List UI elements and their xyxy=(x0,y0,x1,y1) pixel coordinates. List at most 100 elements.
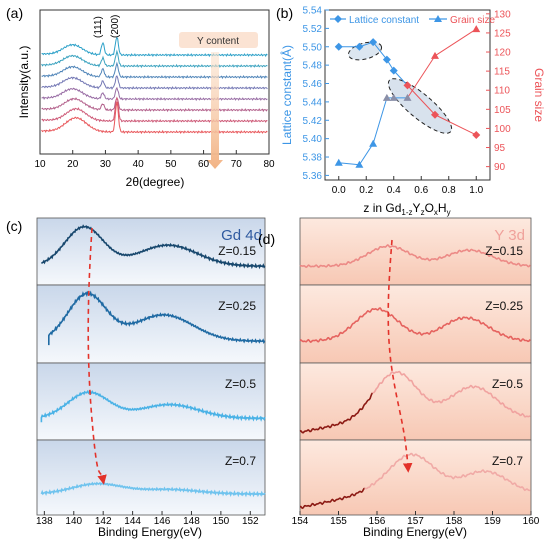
y-tick-label-b-right: 110 xyxy=(494,86,510,97)
y-tick-label-b-right: 100 xyxy=(494,124,511,135)
x-tick-label-b: 0.2 xyxy=(359,185,373,196)
x-tick-label: 158 xyxy=(446,516,463,527)
subpanel-3 xyxy=(36,439,266,516)
x-tick-label: 146 xyxy=(154,516,171,527)
y-content-label: Y content xyxy=(197,36,239,47)
z-label-1: Z=0.25 xyxy=(485,299,523,313)
x-tick-label: 148 xyxy=(183,516,200,527)
xps-gd-subpanels: Z=0.15 Z=0.25 Z=0.5 Z=0.7 xyxy=(36,217,266,516)
z-label-0: Z=0.15 xyxy=(485,244,523,258)
panel-b: (b) 0.0 0.2 0.4 0.6 0.8 1.0 5.36 5.38 5.40 5.42 5.… xyxy=(276,5,546,217)
subpanel-2 xyxy=(36,362,266,441)
panel-label-a: (a) xyxy=(6,5,23,21)
grain-point xyxy=(403,93,412,101)
y-tick-label-b-right: 95 xyxy=(494,143,506,154)
grain-point xyxy=(369,139,378,147)
y-tick-label-b: 5.38 xyxy=(303,153,323,164)
ellipse-0.2 xyxy=(347,41,383,61)
spectrum-dark-3 xyxy=(300,487,366,510)
grain-line xyxy=(358,143,374,165)
grain-line xyxy=(372,97,388,144)
x-axis-a: 10 20 30 40 50 60 70 80 xyxy=(34,150,275,170)
y-tick-label-b: 5.40 xyxy=(303,134,323,145)
x-tick-label-a: 30 xyxy=(100,159,112,170)
x-tick-label-a: 10 xyxy=(34,159,46,170)
y-tick-label-b-right: 125 xyxy=(494,28,511,39)
x-tick-label-b: 1.0 xyxy=(469,185,483,196)
x-tick-label-a: 60 xyxy=(198,159,210,170)
grain-line xyxy=(434,28,477,57)
x-tick-label-b: 0.0 xyxy=(332,185,346,196)
shift-arrow-c xyxy=(87,227,107,485)
y-tick-label-b: 5.52 xyxy=(303,24,323,35)
grain-point xyxy=(334,158,343,166)
grain-point xyxy=(389,93,398,101)
x-tick-label: 159 xyxy=(484,516,501,527)
gd4d-title: Gd 4d xyxy=(221,227,262,244)
subpanel-1 xyxy=(299,284,532,364)
y-tick-label-b: 5.46 xyxy=(303,79,323,90)
x-tick-label: 156 xyxy=(369,516,386,527)
x-tick-label: 154 xyxy=(292,516,309,527)
x-tick-label: 160 xyxy=(523,516,540,527)
panel-c: (c) Z=0.15Z=0.25Z=0.5Z=0.7 Gd 4d 138 140 1… xyxy=(6,217,266,539)
x-tick-label-a: 70 xyxy=(231,159,243,170)
xrd-curve-4 xyxy=(41,86,268,102)
x-tick-label-a: 40 xyxy=(133,159,145,170)
x-axis-d: 154 155 156 157 158 159 160 xyxy=(292,511,540,527)
y-tick-label-b-right: 105 xyxy=(494,105,511,116)
triangle-marker-icon xyxy=(434,15,442,22)
y-tick-label-b: 5.48 xyxy=(303,61,323,72)
lattice-point xyxy=(431,110,439,119)
panel-label-c: (c) xyxy=(6,218,22,234)
x-axis-c: 138 140 142 144 146 148 150 152 xyxy=(36,511,259,527)
plot-frame-b xyxy=(324,9,491,181)
x-tick-label-b: 0.4 xyxy=(387,185,401,196)
xrd-curves xyxy=(41,36,268,135)
x-tick-label: 157 xyxy=(407,516,424,527)
y-tick-label-b-right: 115 xyxy=(494,67,510,78)
x-tick-label-b: 0.8 xyxy=(442,185,456,196)
grain-point xyxy=(382,93,391,101)
y-tick-label-b-right: 90 xyxy=(494,162,506,173)
y-tick-label-b-right: 120 xyxy=(494,48,511,59)
spectrum-1 xyxy=(48,290,266,346)
lattice-point xyxy=(472,130,481,139)
y-tick-label-b: 5.50 xyxy=(303,42,323,53)
grain-point xyxy=(431,51,439,59)
z-label-1: Z=0.25 xyxy=(218,299,256,313)
subpanel-3 xyxy=(299,439,532,516)
spectrum-3 xyxy=(364,452,531,492)
y-tick-label-b: 5.54 xyxy=(303,6,323,17)
grain-point xyxy=(472,25,481,33)
y-axis-label-a: Intensity(a.u.) xyxy=(17,46,31,119)
x-tick-label: 140 xyxy=(65,516,82,527)
panel-a: (a) Y content (111) (200) 10 20 30 40 50 60 70… xyxy=(6,5,275,189)
y-axis-label-b-right: Grain size xyxy=(532,68,546,122)
diamond-marker-icon xyxy=(334,15,342,23)
spectrum-0 xyxy=(40,224,266,270)
spectrum-2 xyxy=(40,389,266,423)
x-tick-label: 144 xyxy=(124,516,141,527)
x-axis-label-d: Binding Energy(eV) xyxy=(363,525,467,539)
lattice-point xyxy=(382,55,391,64)
spectrum-dark-2 xyxy=(299,392,374,434)
lattice-point xyxy=(389,66,398,75)
xrd-curve-0 xyxy=(41,36,268,58)
xps-y-subpanels: Z=0.15 Z=0.25 Z=0.5 Z=0.7 xyxy=(299,217,532,516)
panel-label-d: (d) xyxy=(258,231,275,247)
highlight-ellipses xyxy=(347,41,453,134)
xrd-curve-1 xyxy=(41,49,268,69)
x-tick-label: 142 xyxy=(95,516,112,527)
x-tick-label-a: 20 xyxy=(67,159,79,170)
lattice-line xyxy=(372,41,388,60)
subpanel-2 xyxy=(299,362,532,441)
shift-arrow-d xyxy=(387,239,413,473)
x-tick-label: 138 xyxy=(36,516,53,527)
y-axis-label-b: Lattice constant(Å) xyxy=(279,45,294,145)
xrd-curve-3 xyxy=(41,75,268,91)
y-tick-label-b-right: 130 xyxy=(494,9,511,20)
x-tick-label: 152 xyxy=(242,516,259,527)
x-tick-label: 155 xyxy=(330,516,347,527)
